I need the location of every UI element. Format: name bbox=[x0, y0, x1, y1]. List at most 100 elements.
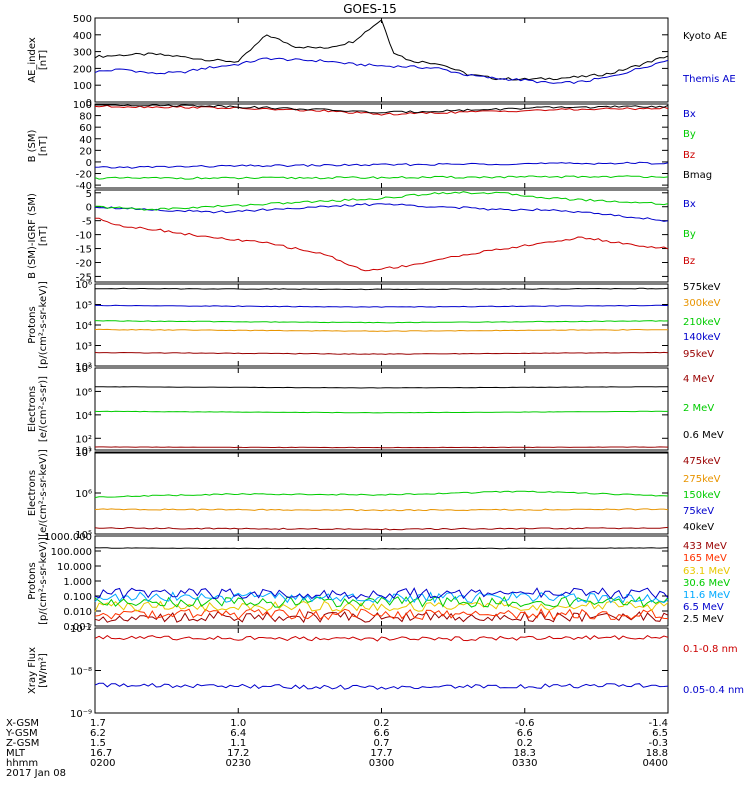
series-line-bz bbox=[94, 217, 669, 272]
ephemeris-value: 1.7 bbox=[90, 718, 106, 729]
y-tick-label: 0.001 bbox=[63, 622, 92, 633]
legend-entry: 30.6 MeV bbox=[683, 578, 730, 589]
legend-entry: 140keV bbox=[683, 332, 721, 343]
y-tick-label: 10⁸ bbox=[75, 364, 92, 375]
legend-entry: By bbox=[683, 229, 696, 240]
panel-4: 10² 10³ 10⁴ 10⁵ 10⁶ Protons[p/(cm²-s-sr-keV)]… bbox=[27, 280, 721, 373]
legend-entry: Bz bbox=[683, 256, 695, 267]
y-tick-label: 1000.000 bbox=[44, 532, 92, 543]
panel-8: 10⁻⁹ 10⁻⁸ 10⁻⁷ Xray Flux[W/m²] 0.1-0.8 nm 0.0… bbox=[27, 624, 744, 720]
ephemeris-row-label: Z-GSM bbox=[6, 738, 39, 749]
legend-entry: 575keV bbox=[683, 282, 721, 293]
ephemeris-value: 18.8 bbox=[646, 748, 668, 759]
series-line-433-mev bbox=[94, 611, 669, 624]
panel-7: 0.001 0.010 0.100 1.000 10.000 100.000 1000.00… bbox=[27, 532, 730, 633]
panel-3: -25 -20 -15 -10 -5 0 5 B (SM)-IGRF (SM)[nT] Bx By… bbox=[27, 189, 696, 284]
ephemeris-value: 0.2 bbox=[517, 738, 533, 749]
ephemeris-value: 0200 bbox=[90, 758, 115, 769]
y-axis-label: B (SM)-IGRF (SM)[nT] bbox=[27, 193, 49, 279]
legend-entry: Bmag bbox=[683, 170, 712, 181]
ephemeris-value: 6.6 bbox=[374, 728, 390, 739]
legend-entry: Bx bbox=[683, 109, 696, 120]
y-tick-label: -20 bbox=[76, 170, 92, 181]
y-axis-label: AE_index[nT] bbox=[27, 37, 49, 83]
y-axis-label: Protons[p/(cm²-s-sr-keV)] bbox=[27, 537, 49, 625]
ephemeris-value: 6.2 bbox=[90, 728, 106, 739]
y-tick-label: -20 bbox=[76, 258, 92, 269]
series-line-4-mev bbox=[94, 446, 669, 449]
series-line-475kev bbox=[94, 526, 669, 531]
y-tick-label: 0 bbox=[86, 203, 92, 214]
series-line-by bbox=[94, 175, 669, 180]
y-axis-label: Electrons[e/(cm²-s-sr-keV)] bbox=[27, 449, 49, 537]
series-line-bx bbox=[94, 161, 669, 169]
series-line-30-6-mev bbox=[94, 595, 669, 608]
series-line-by bbox=[95, 191, 669, 211]
series-line-140kev bbox=[95, 304, 668, 308]
y-tick-label: -40 bbox=[76, 181, 92, 192]
legend-entry: 2.5 MeV bbox=[683, 614, 724, 625]
y-tick-label: 10⁶ bbox=[75, 489, 92, 500]
series-line-275kev bbox=[94, 508, 669, 512]
legend-entry: 300keV bbox=[683, 298, 721, 309]
figure-title: GOES-15 bbox=[343, 2, 397, 16]
ephemeris-value: 1.0 bbox=[230, 718, 246, 729]
legend-entry: 0.6 MeV bbox=[683, 430, 724, 441]
legend-entry: 63.1 MeV bbox=[683, 566, 730, 577]
legend-entry: By bbox=[683, 129, 696, 140]
ephemeris-value: 0400 bbox=[643, 758, 668, 769]
ephemeris-value: 18.3 bbox=[514, 748, 536, 759]
panel-frame bbox=[94, 17, 669, 103]
y-tick-label: 0.010 bbox=[63, 607, 92, 618]
panel-frame bbox=[94, 367, 669, 451]
series-line-300kev bbox=[94, 328, 668, 332]
series-line-575kev bbox=[95, 287, 669, 291]
ephemeris-value: 0.2 bbox=[374, 718, 390, 729]
ephemeris-table: X-GSM 1.7 1.0 0.2 -0.6 -1.4 Y-GSM 6.2 6.4 6.6 6.6 6… bbox=[5, 718, 668, 779]
y-tick-label: 20 bbox=[79, 146, 92, 157]
legend-entry: 0.05-0.4 nm bbox=[683, 685, 744, 696]
ephemeris-value: 6.6 bbox=[517, 728, 533, 739]
legend-entry: 210keV bbox=[683, 317, 721, 328]
panel-frame bbox=[94, 103, 669, 189]
y-tick-label: -15 bbox=[76, 245, 92, 256]
y-tick-label: 1.000 bbox=[63, 577, 92, 588]
y-tick-label: 200 bbox=[73, 64, 92, 75]
ephemeris-value: -0.3 bbox=[648, 738, 668, 749]
y-tick-label: 100 bbox=[73, 81, 92, 92]
y-tick-label: -10 bbox=[76, 231, 92, 242]
y-axis-label: Protons[p/(cm²-s-sr-keV)] bbox=[27, 281, 49, 369]
y-tick-label: 10⁶ bbox=[75, 280, 92, 291]
legend-entry: Themis AE bbox=[682, 74, 736, 85]
y-tick-label: 10⁻⁹ bbox=[70, 709, 92, 720]
y-tick-label: 10⁻⁸ bbox=[70, 667, 92, 678]
y-tick-label: 10⁶ bbox=[75, 387, 92, 398]
legend-entry: Bx bbox=[683, 199, 696, 210]
legend-entry: 475keV bbox=[683, 456, 721, 467]
series-line-2-5-mev bbox=[94, 547, 669, 550]
legend-entry: 165 MeV bbox=[683, 553, 727, 564]
legend-entry: 11.6 MeV bbox=[683, 590, 730, 601]
ephemeris-value: -1.4 bbox=[648, 718, 668, 729]
series-line-bx bbox=[94, 203, 669, 222]
series-line-95kev bbox=[94, 351, 669, 355]
panel-frame bbox=[94, 627, 669, 714]
ephemeris-value: 0300 bbox=[369, 758, 394, 769]
y-tick-label: 40 bbox=[79, 135, 92, 146]
y-tick-label: 5 bbox=[86, 189, 92, 200]
series-line-165-mev bbox=[94, 608, 669, 621]
series-line-210kev bbox=[94, 320, 669, 324]
y-tick-label: 10² bbox=[75, 434, 92, 445]
legend-entry: Bz bbox=[683, 150, 695, 161]
date-label: 2017 Jan 08 bbox=[6, 768, 66, 779]
y-tick-label: -25 bbox=[76, 272, 92, 283]
y-tick-label: 400 bbox=[73, 31, 92, 42]
y-tick-label: -5 bbox=[82, 217, 92, 228]
y-tick-label: 0 bbox=[86, 158, 92, 169]
ephemeris-row-label: X-GSM bbox=[6, 718, 39, 729]
series-line-kyoto-ae bbox=[94, 19, 669, 81]
legend-entry: 0.1-0.8 nm bbox=[683, 644, 738, 655]
series-line-themis-ae bbox=[94, 57, 669, 85]
